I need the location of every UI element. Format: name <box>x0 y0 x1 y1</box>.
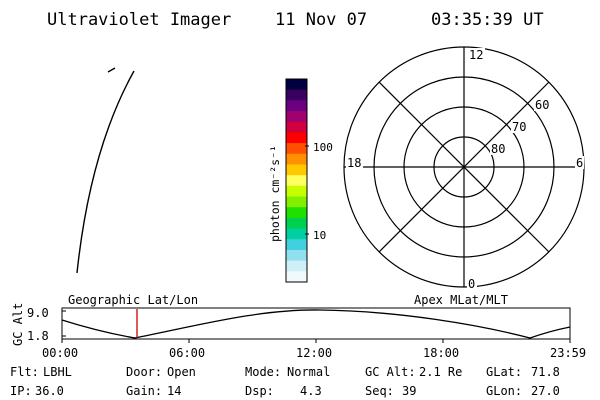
orbit-x-tick-label-1: 06:00 <box>169 346 205 360</box>
earth-limb-curve <box>76 70 135 274</box>
colorbar-segment <box>286 249 307 262</box>
colorbar-segment <box>286 228 307 240</box>
status-gcalt-value: 2.1 Re <box>419 365 462 379</box>
status-gain-label: Gain: <box>126 384 162 398</box>
colorbar-segment <box>286 143 307 155</box>
colorbar-segment <box>286 185 307 198</box>
status-gain-value: 14 <box>167 384 181 398</box>
instrument-title: Ultraviolet Imager <box>47 10 231 30</box>
colorbar-segments <box>286 79 307 283</box>
status-dsp-value: 4.3 <box>300 384 322 398</box>
status-panel: Flt: LBHL IP: 36.0 Door: Open Gain: 14 M… <box>10 365 560 398</box>
colorbar-segment <box>286 100 307 112</box>
colorbar-segment <box>286 217 307 230</box>
status-seq-value: 39 <box>402 384 416 398</box>
status-glon-value: 27.0 <box>531 384 560 398</box>
mlt-label-12: 12 <box>469 48 483 62</box>
orbit-right-title: Apex MLat/MLT <box>414 293 508 307</box>
colorbar-segment <box>286 207 307 219</box>
colorbar-tick-label-100: 100 <box>313 141 333 154</box>
orbit-plot-frame <box>61 307 571 340</box>
colorbar-segment <box>286 153 307 166</box>
status-mode-value: Normal <box>287 365 330 379</box>
status-door-label: Door: <box>126 365 162 379</box>
time-label: 03:35:39 UT <box>431 10 544 30</box>
polar-plot: 12 18 6 0 60 70 80 <box>343 46 585 291</box>
lat-label-70: 70 <box>512 120 526 134</box>
status-mode-label: Mode: <box>245 365 281 379</box>
orbit-y-tick-label-low: 1.8 <box>27 329 49 343</box>
status-glat-label: GLat: <box>486 365 522 379</box>
orbit-left-title: Geographic Lat/Lon <box>68 293 198 307</box>
status-ip-value: 36.0 <box>35 384 64 398</box>
status-dsp-label: Dsp: <box>245 384 274 398</box>
status-seq-label: Seq: <box>365 384 394 398</box>
status-filter-value: LBHL <box>43 365 72 379</box>
status-gcalt-label: GC Alt: <box>365 365 416 379</box>
colorbar-segment <box>286 196 307 208</box>
colorbar-units-label: photon cm⁻²s⁻¹ <box>268 145 282 242</box>
orbit-y-tick-label-high: 9.0 <box>27 306 49 320</box>
colorbar-segment <box>286 132 307 144</box>
colorbar-segment <box>286 175 307 187</box>
mlt-label-0: 0 <box>468 277 475 291</box>
altitude-curve <box>61 309 571 339</box>
orbit-x-tick-label-0: 00:00 <box>42 346 78 360</box>
geographic-image-panel <box>76 67 135 274</box>
status-ip-label: IP: <box>10 384 32 398</box>
colorbar-segment <box>286 121 307 134</box>
colorbar-frame <box>285 78 308 283</box>
orbit-x-tick-label-4: 23:59 <box>550 346 586 360</box>
colorbar-segment <box>286 89 307 101</box>
lat-label-60: 60 <box>535 98 549 112</box>
status-filter-label: Flt: <box>10 365 39 379</box>
date-label: 11 Nov 07 <box>275 10 367 30</box>
colorbar-segment <box>286 260 307 272</box>
colorbar-segment <box>286 79 307 91</box>
orbit-plot: Geographic Lat/Lon Apex MLat/MLT GC Alt … <box>11 293 586 360</box>
status-door-value: Open <box>167 365 196 379</box>
colorbar-segment <box>286 271 307 283</box>
colorbar-segment <box>286 239 307 251</box>
colorbar-tick-label-10: 10 <box>313 229 326 242</box>
mlt-label-6: 6 <box>576 156 583 170</box>
limb-fragment <box>107 67 116 73</box>
mlt-label-18: 18 <box>347 156 361 170</box>
orbit-x-tick-label-3: 18:00 <box>423 346 459 360</box>
lat-label-80: 80 <box>491 142 505 156</box>
colorbar: 100 10 photon cm⁻²s⁻¹ <box>268 78 333 283</box>
colorbar-segment <box>286 111 307 123</box>
polar-diagonal-2 <box>378 81 550 253</box>
colorbar-segment <box>286 164 307 176</box>
status-glon-label: GLon: <box>486 384 522 398</box>
status-glat-value: 71.8 <box>531 365 560 379</box>
orbit-x-tick-label-2: 12:00 <box>296 346 332 360</box>
orbit-y-axis-label: GC Alt <box>11 303 25 346</box>
